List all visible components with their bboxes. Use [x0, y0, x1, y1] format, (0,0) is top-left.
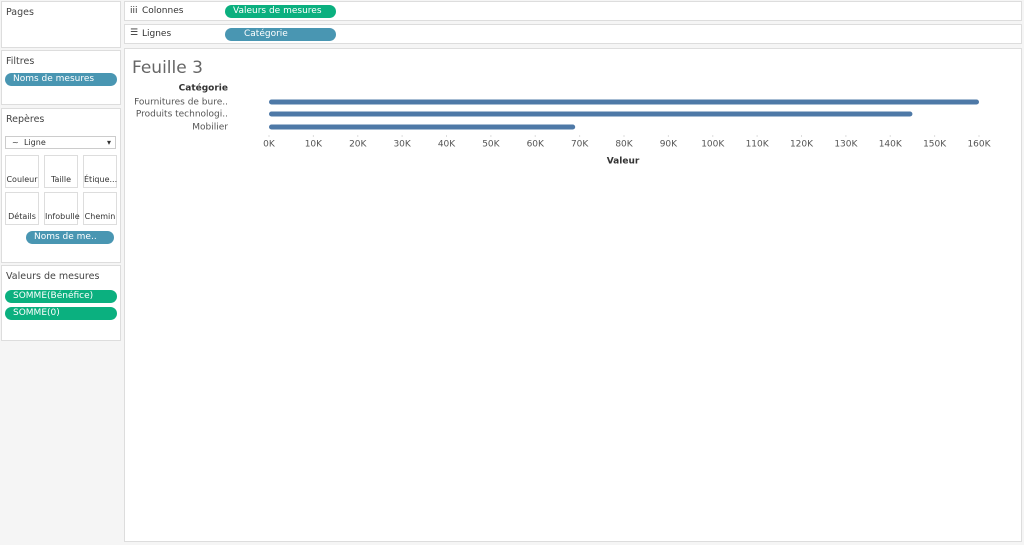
mark-button[interactable]: Infobulle: [44, 192, 80, 225]
x-tick-label: 130K: [834, 140, 858, 150]
mark-type-dropdown[interactable]: Ligne ~ ▾: [5, 136, 116, 149]
x-tick-label: 150K: [923, 140, 947, 150]
shelf-pill[interactable]: Valeurs de mesures: [225, 5, 336, 18]
mark-button[interactable]: Détails: [5, 192, 39, 225]
y-axis-title: Catégorie: [179, 83, 228, 94]
shelf-pill[interactable]: Catégorie: [225, 28, 336, 41]
y-tick-label: Fournitures de bure..: [134, 98, 228, 108]
x-tick-label: 0K: [263, 140, 276, 150]
pages-panel: Pages: [1, 1, 121, 48]
x-tick-label: 60K: [527, 140, 545, 150]
x-axis-title: Valeur: [607, 157, 640, 167]
x-tick-label: 30K: [393, 140, 411, 150]
measure-pill[interactable]: SOMME(0): [5, 307, 117, 320]
measure-values-panel: Valeurs de mesures SOMME(Bénéfice) SOMME…: [1, 265, 121, 341]
x-tick-label: 70K: [571, 140, 589, 150]
x-tick-label: 90K: [660, 140, 678, 150]
panel-title: Filtres: [6, 56, 35, 67]
button-label: Infobulle: [45, 212, 80, 221]
button-label: Taille: [50, 175, 72, 184]
rows-shelf: ☰ Lignes Catégorie: [124, 24, 1022, 44]
x-tick-label: 80K: [615, 140, 633, 150]
x-tick-label: 140K: [879, 140, 903, 150]
button-label: Étique...: [84, 175, 118, 184]
bar: [269, 99, 979, 105]
x-tick-label: 120K: [790, 140, 814, 150]
x-tick-label: 20K: [349, 140, 367, 150]
y-tick-label: Produits technologi..: [136, 110, 228, 120]
mark-button[interactable]: Taille: [44, 155, 78, 188]
columns-shelf: iii Colonnes Valeurs de mesures: [124, 1, 1022, 21]
bar: [269, 111, 913, 117]
button-label: Détails: [8, 212, 36, 221]
x-tick-label: 50K: [482, 140, 500, 150]
y-tick-label: Mobilier: [192, 123, 228, 133]
mark-button[interactable]: Étique...: [83, 155, 117, 188]
filters-panel: Filtres Noms de mesures: [1, 50, 121, 105]
x-tick-label: 10K: [305, 140, 323, 150]
x-tick-label: 40K: [438, 140, 456, 150]
panel-title: Pages: [6, 7, 34, 18]
filter-pill[interactable]: Noms de mesures: [5, 73, 117, 86]
button-label: Couleur: [6, 175, 38, 184]
button-label: Chemin: [84, 212, 116, 221]
shelf-label: Lignes: [142, 29, 172, 39]
mark-button[interactable]: Couleur: [5, 155, 39, 188]
measure-pill[interactable]: SOMME(Bénéfice): [5, 290, 117, 303]
mark-button[interactable]: Chemin: [83, 192, 117, 225]
panel-title: Valeurs de mesures: [6, 271, 100, 282]
shelf-label: Colonnes: [142, 6, 184, 16]
panel-title: Repères: [6, 114, 45, 125]
marks-panel: Repères Ligne ~ ▾ Couleur Taille Étique...…: [1, 108, 121, 263]
marks-pill[interactable]: Noms de me..: [26, 231, 114, 244]
bar: [269, 124, 576, 130]
mark-type: Ligne: [24, 138, 46, 147]
chart: Feuille 3 Catégorie Valeur 0K 10K 20K 30K 40…: [124, 48, 1022, 542]
x-tick-label: 110K: [746, 140, 770, 150]
x-tick-label: 160K: [967, 140, 991, 150]
chart-title: Feuille 3: [132, 58, 203, 78]
x-tick-label: 100K: [701, 140, 725, 150]
